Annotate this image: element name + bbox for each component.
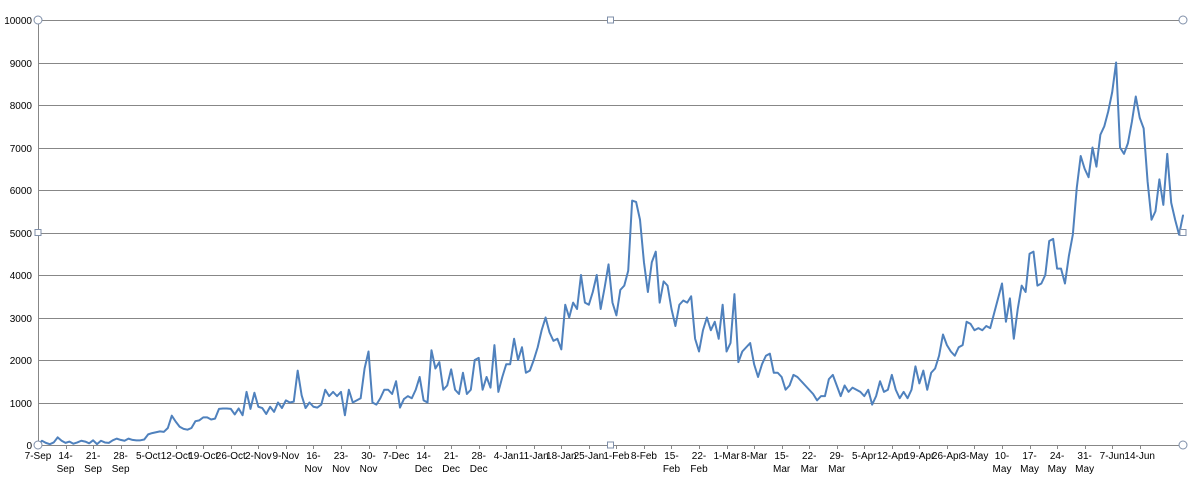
resize-handle-corner[interactable] <box>1178 15 1188 25</box>
x-tick-label: 9-Nov <box>273 451 300 462</box>
x-tick-label: 1-Mar <box>714 451 741 462</box>
series-layer <box>37 61 1184 446</box>
x-tick-label: 19-Oct <box>188 451 218 462</box>
x-tick-label: 8-Mar <box>741 451 768 462</box>
x-tick-label: 14-Jun <box>1124 451 1155 462</box>
x-tick-label: 5-Apr <box>852 451 877 462</box>
y-tick-label: 7000 <box>10 144 33 155</box>
y-tick-label: 5000 <box>10 229 33 240</box>
x-tick-label: 7-Dec <box>383 451 410 462</box>
x-tick-label: 15-Mar <box>773 451 791 475</box>
x-tick-label: 2-Nov <box>245 451 272 462</box>
y-axis: 0 1000 2000 3000 4000 5000 6000 7000 8000 9000 100… <box>4 16 39 452</box>
y-tick-label: 6000 <box>10 186 33 197</box>
x-tick-label: 1-Feb <box>603 451 630 462</box>
x-tick-label: 10-May <box>993 451 1012 475</box>
x-tick-label: 31-May <box>1075 451 1094 475</box>
x-tick-label: 29-Mar <box>828 451 846 475</box>
x-tick-label: 19-Apr <box>904 451 935 462</box>
resize-handle-corner[interactable] <box>33 440 43 450</box>
x-tick-label: 12-Oct <box>161 451 191 462</box>
x-tick-label: 14-Dec <box>415 451 433 475</box>
x-tick-label: 28-Dec <box>470 451 488 475</box>
x-tick-label: 28-Sep <box>112 451 130 475</box>
y-tick-label: 9000 <box>10 59 33 70</box>
x-tick-label: 26-Oct <box>216 451 246 462</box>
resize-handle-corner[interactable] <box>33 15 43 25</box>
y-tick-label: 3000 <box>10 314 33 325</box>
x-tick-label: 3-May <box>961 451 989 462</box>
x-tick-label: 26-Apr <box>932 451 963 462</box>
selection-handles[interactable] <box>33 15 1188 450</box>
x-tick-label: 8-Feb <box>631 451 658 462</box>
x-tick-label: 7-Jun <box>1100 451 1125 462</box>
x-axis: 7-Sep 14-Sep 21-Sep 28-Sep 5-Oct 12-Oct19-Oct… <box>25 445 1183 475</box>
series-line <box>37 61 1184 446</box>
y-tick-label: 4000 <box>10 271 33 282</box>
x-tick-label: 11-Jan <box>519 451 549 462</box>
x-tick-label: 14-Sep <box>57 451 75 475</box>
x-tick-label: 16-Nov <box>305 451 323 475</box>
gridlines <box>38 20 1183 404</box>
x-tick-label: 23-Nov <box>332 451 350 475</box>
x-tick-label: 4-Jan <box>494 451 519 462</box>
resize-handle-side[interactable] <box>34 229 42 236</box>
resize-handle-side[interactable] <box>607 16 614 24</box>
x-tick-label: 24-May <box>1048 451 1067 475</box>
y-tick-label: 8000 <box>10 101 33 112</box>
y-tick-label: 2000 <box>10 356 33 367</box>
x-tick-label: 7-Sep <box>25 451 52 462</box>
x-tick-label: 15-Feb <box>663 451 681 475</box>
x-tick-label: 21-Sep <box>84 451 102 475</box>
x-tick-label: 18-Jan <box>546 451 577 462</box>
x-tick-label: 5-Oct <box>136 451 161 462</box>
x-tick-label: 22-Feb <box>690 451 708 475</box>
y-tick-label: 10000 <box>4 16 32 27</box>
x-tick-label: 30-Nov <box>360 451 378 475</box>
x-tick-label: 21-Dec <box>442 451 460 475</box>
x-tick-label: 22-Mar <box>801 451 819 475</box>
y-tick-label: 0 <box>26 441 32 452</box>
resize-handle-side[interactable] <box>1179 229 1187 236</box>
x-tick-label: 12-Apr <box>877 451 908 462</box>
y-tick-label: 1000 <box>10 399 33 410</box>
x-tick-label: 17-May <box>1020 451 1039 475</box>
resize-handle-side[interactable] <box>607 441 614 449</box>
x-tick-label: 25-Jan <box>574 451 605 462</box>
resize-handle-corner[interactable] <box>1178 440 1188 450</box>
